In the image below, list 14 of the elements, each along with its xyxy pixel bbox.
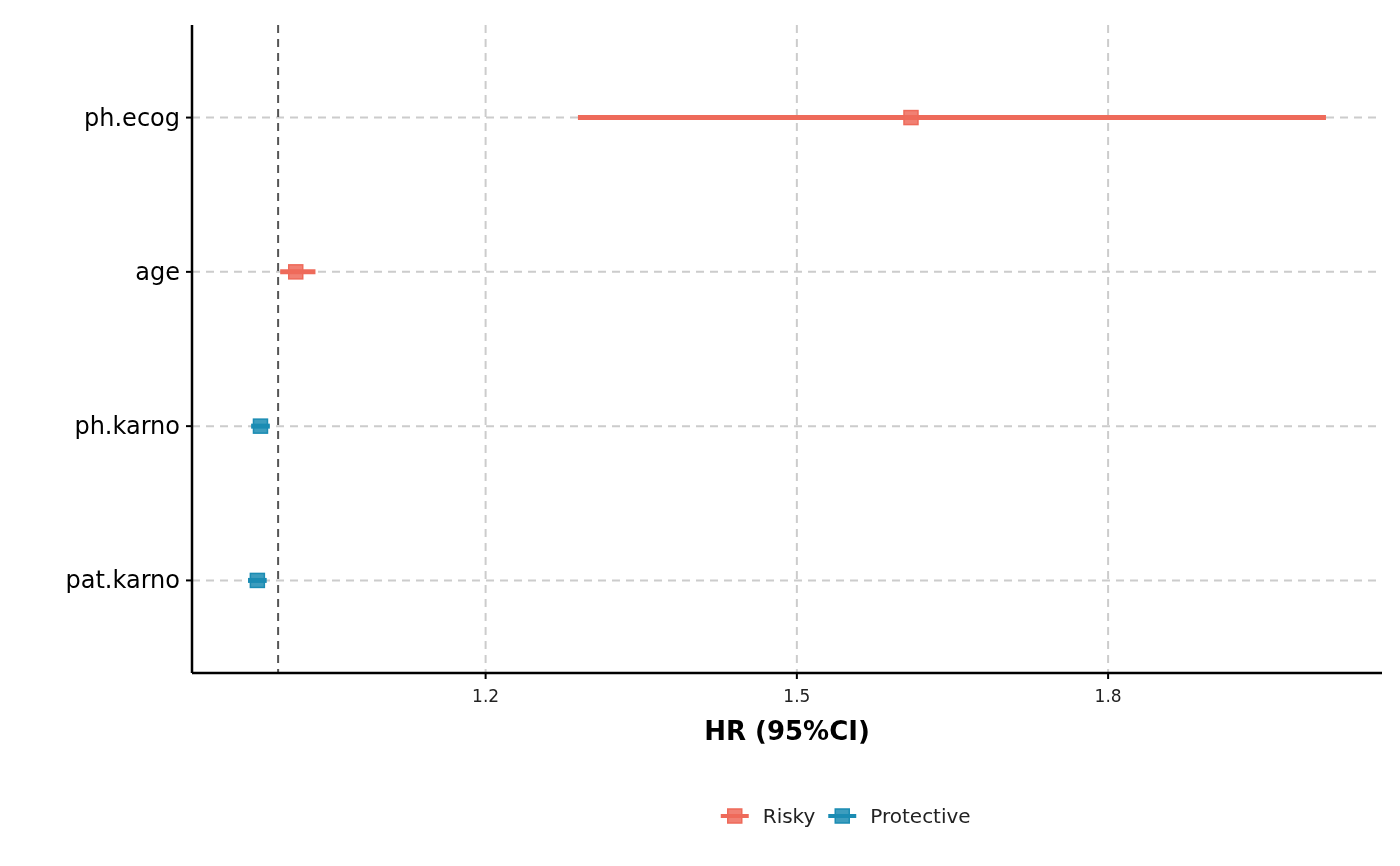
y-tick-label: age [135,257,180,286]
y-tick-label: ph.ecog [84,103,180,132]
point [249,572,266,589]
x-tick-label: 1.2 [472,686,500,706]
x-tick-label: 1.8 [1094,686,1122,706]
x-axis-title: HR (95%CI) [704,716,870,746]
point [288,264,304,280]
x-tick-label: 1.5 [783,686,811,706]
y-tick-label: pat.karno [65,566,180,595]
y-tick-label: ph.karno [74,412,180,441]
legend-label: Risky [762,804,816,828]
point [903,109,919,126]
point [252,418,269,434]
legend-label: Protective [870,804,971,828]
